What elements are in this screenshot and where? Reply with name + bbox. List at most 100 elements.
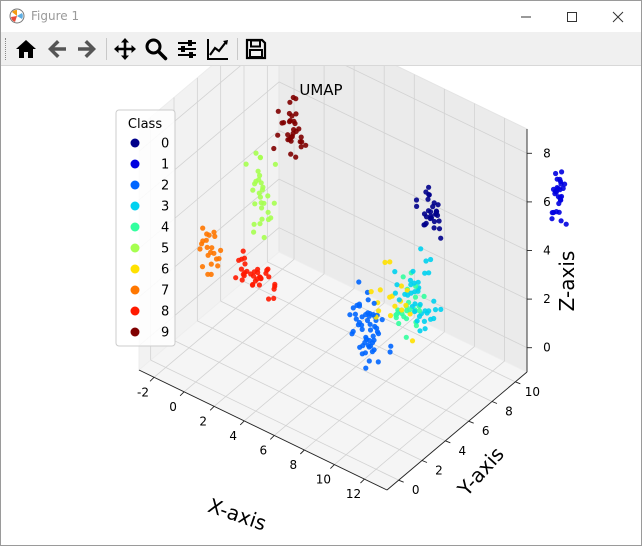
data-point-class-9 <box>289 133 295 140</box>
data-point-class-9 <box>285 137 291 143</box>
data-point-class-8 <box>272 281 278 287</box>
data-point-class-7 <box>213 256 220 262</box>
home-button[interactable] <box>12 35 40 63</box>
data-point-class-6 <box>377 287 383 293</box>
x-tick-label: -2 <box>137 385 149 399</box>
figure-canvas[interactable]: -2 0 2 4 6 8 10 12 0 2 4 6 8 10 0 2 4 6 8 UMAP X-axis Y-ax… <box>1 7 641 545</box>
data-point-class-6 <box>387 313 394 319</box>
data-point-class-8 <box>264 267 270 273</box>
data-point-class-0 <box>425 208 432 214</box>
data-point-class-0 <box>413 197 420 203</box>
data-point-class-6 <box>387 294 393 300</box>
data-point-class-3 <box>422 270 428 276</box>
y-gridline <box>173 340 423 461</box>
matplotlib-logo-icon <box>9 8 25 24</box>
data-point-class-2 <box>356 279 362 285</box>
y-tick-label: 8 <box>505 405 513 419</box>
data-point-class-1 <box>558 218 564 224</box>
save-button[interactable] <box>242 35 270 63</box>
data-point-class-2 <box>375 359 381 365</box>
data-point-class-6 <box>368 289 374 295</box>
arrow-right-icon <box>78 40 96 58</box>
y-tick <box>468 420 474 424</box>
data-point-class-7 <box>208 261 214 267</box>
data-point-class-6 <box>399 307 405 313</box>
data-point-class-1 <box>558 181 564 187</box>
data-point-class-2 <box>364 317 371 324</box>
x-tick <box>269 435 275 440</box>
data-point-class-3 <box>416 313 423 319</box>
y-axis-line <box>386 371 528 491</box>
data-point-class-0 <box>422 222 428 228</box>
data-point-class-5 <box>253 150 259 156</box>
data-point-class-5 <box>265 216 272 223</box>
maximize-icon <box>567 11 577 22</box>
data-point-class-2 <box>363 365 369 371</box>
data-point-class-4 <box>394 311 400 317</box>
z-tick-label: 6 <box>543 195 551 209</box>
maximize-button[interactable] <box>549 1 595 32</box>
data-point-class-2 <box>362 339 368 346</box>
line-chart-icon <box>207 39 228 60</box>
data-point-class-1 <box>554 185 560 191</box>
data-point-class-3 <box>411 280 417 286</box>
forward-button[interactable] <box>73 35 101 63</box>
data-point-class-6 <box>382 259 388 265</box>
data-point-class-3 <box>392 269 398 275</box>
data-point-class-5 <box>251 221 257 227</box>
data-point-class-2 <box>359 351 365 357</box>
data-point-class-2 <box>352 311 358 317</box>
data-point-class-8 <box>244 268 250 274</box>
data-point-class-0 <box>414 203 420 209</box>
data-point-class-2 <box>370 333 376 339</box>
legend-label: 8 <box>161 305 169 320</box>
minimize-button[interactable] <box>503 1 549 32</box>
data-point-class-9 <box>285 132 291 138</box>
data-point-class-9 <box>287 118 293 124</box>
data-point-class-8 <box>266 296 272 302</box>
legend-label: 3 <box>161 200 169 215</box>
data-point-class-1 <box>549 210 555 216</box>
x-tick <box>360 478 365 484</box>
x-gridline <box>304 331 445 451</box>
y-tick <box>398 479 404 483</box>
data-point-class-2 <box>371 300 377 306</box>
legend-marker-7 <box>130 285 140 295</box>
pan-button[interactable] <box>111 35 139 63</box>
data-point-class-7 <box>211 229 217 235</box>
data-point-class-7 <box>200 225 206 231</box>
move-icon <box>114 38 136 60</box>
customize-button[interactable] <box>204 35 232 63</box>
data-point-class-7 <box>208 249 214 255</box>
data-point-class-2 <box>365 310 371 316</box>
data-point-class-1 <box>549 216 555 222</box>
toolbar-grip[interactable] <box>5 38 8 60</box>
data-point-class-3 <box>432 307 439 313</box>
data-point-class-6 <box>409 338 416 344</box>
data-point-class-4 <box>416 308 423 314</box>
data-point-class-5 <box>256 190 262 196</box>
z-gridline <box>278 178 528 300</box>
back-button[interactable] <box>43 35 71 63</box>
subplots-button[interactable] <box>173 35 201 63</box>
data-point-class-2 <box>367 327 374 333</box>
data-point-class-0 <box>436 218 442 224</box>
title-bar[interactable]: Figure 1 <box>1 1 641 32</box>
data-point-class-6 <box>403 302 409 308</box>
data-point-class-8 <box>236 257 242 263</box>
zoom-button[interactable] <box>142 35 170 63</box>
data-point-class-5 <box>258 200 264 206</box>
close-button[interactable] <box>595 1 641 32</box>
legend-marker-0 <box>130 138 140 148</box>
data-point-class-4 <box>395 307 401 313</box>
data-point-class-3 <box>438 306 444 312</box>
data-point-class-2 <box>366 358 372 364</box>
data-point-class-9 <box>279 120 285 126</box>
window-title: Figure 1 <box>31 9 80 23</box>
data-point-class-1 <box>563 221 569 227</box>
legend-marker-9 <box>130 327 140 337</box>
data-point-class-2 <box>367 321 373 327</box>
close-icon <box>612 11 624 22</box>
